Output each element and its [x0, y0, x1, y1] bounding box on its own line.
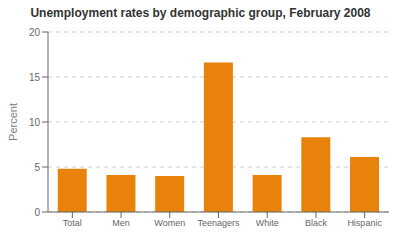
svg-text:Percent: Percent — [8, 103, 19, 141]
svg-text:Black: Black — [305, 218, 328, 228]
svg-text:Men: Men — [112, 218, 130, 228]
svg-text:20: 20 — [29, 27, 41, 38]
svg-text:0: 0 — [34, 207, 40, 218]
svg-text:White: White — [256, 218, 279, 228]
svg-text:5: 5 — [34, 162, 40, 173]
svg-text:Women: Women — [154, 218, 185, 228]
svg-text:Total: Total — [63, 218, 82, 228]
svg-text:Hispanic: Hispanic — [347, 218, 382, 228]
svg-text:15: 15 — [29, 72, 41, 83]
svg-text:10: 10 — [29, 117, 41, 128]
html-text:Unemployment rates by demograp: Unemployment rates by demographic group,… — [30, 6, 371, 20]
svg-text:Teenagers: Teenagers — [197, 218, 240, 228]
